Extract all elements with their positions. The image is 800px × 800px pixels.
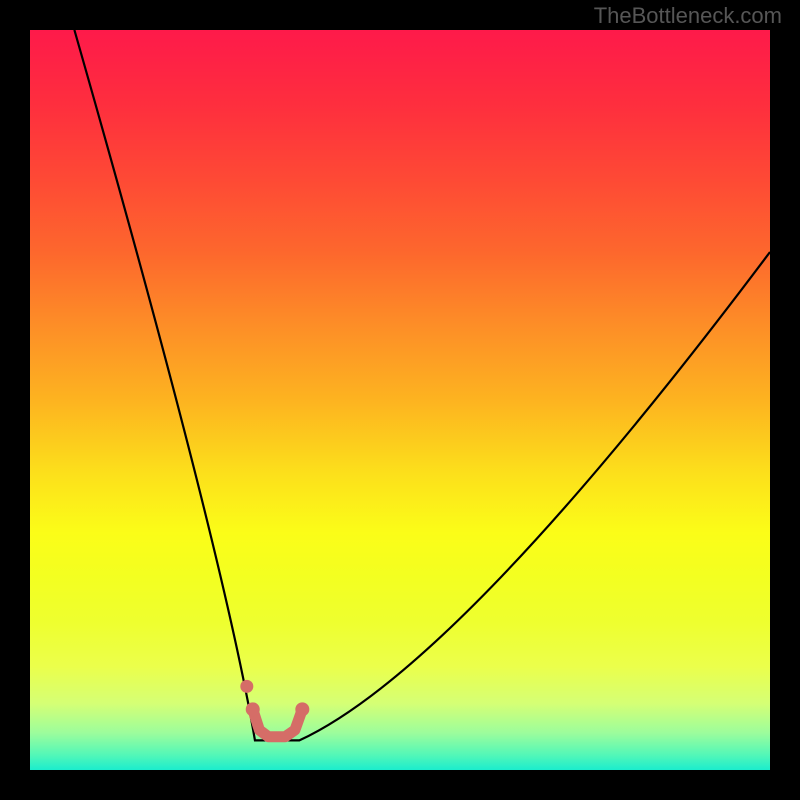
optimal-range-upper-dot — [240, 680, 253, 693]
chart-frame: TheBottleneck.com — [0, 0, 800, 800]
bottleneck-chart — [0, 0, 800, 800]
optimal-range-endcap-left — [246, 702, 260, 716]
watermark-text: TheBottleneck.com — [594, 3, 782, 29]
plot-background — [30, 30, 770, 770]
optimal-range-endcap-right — [295, 702, 309, 716]
